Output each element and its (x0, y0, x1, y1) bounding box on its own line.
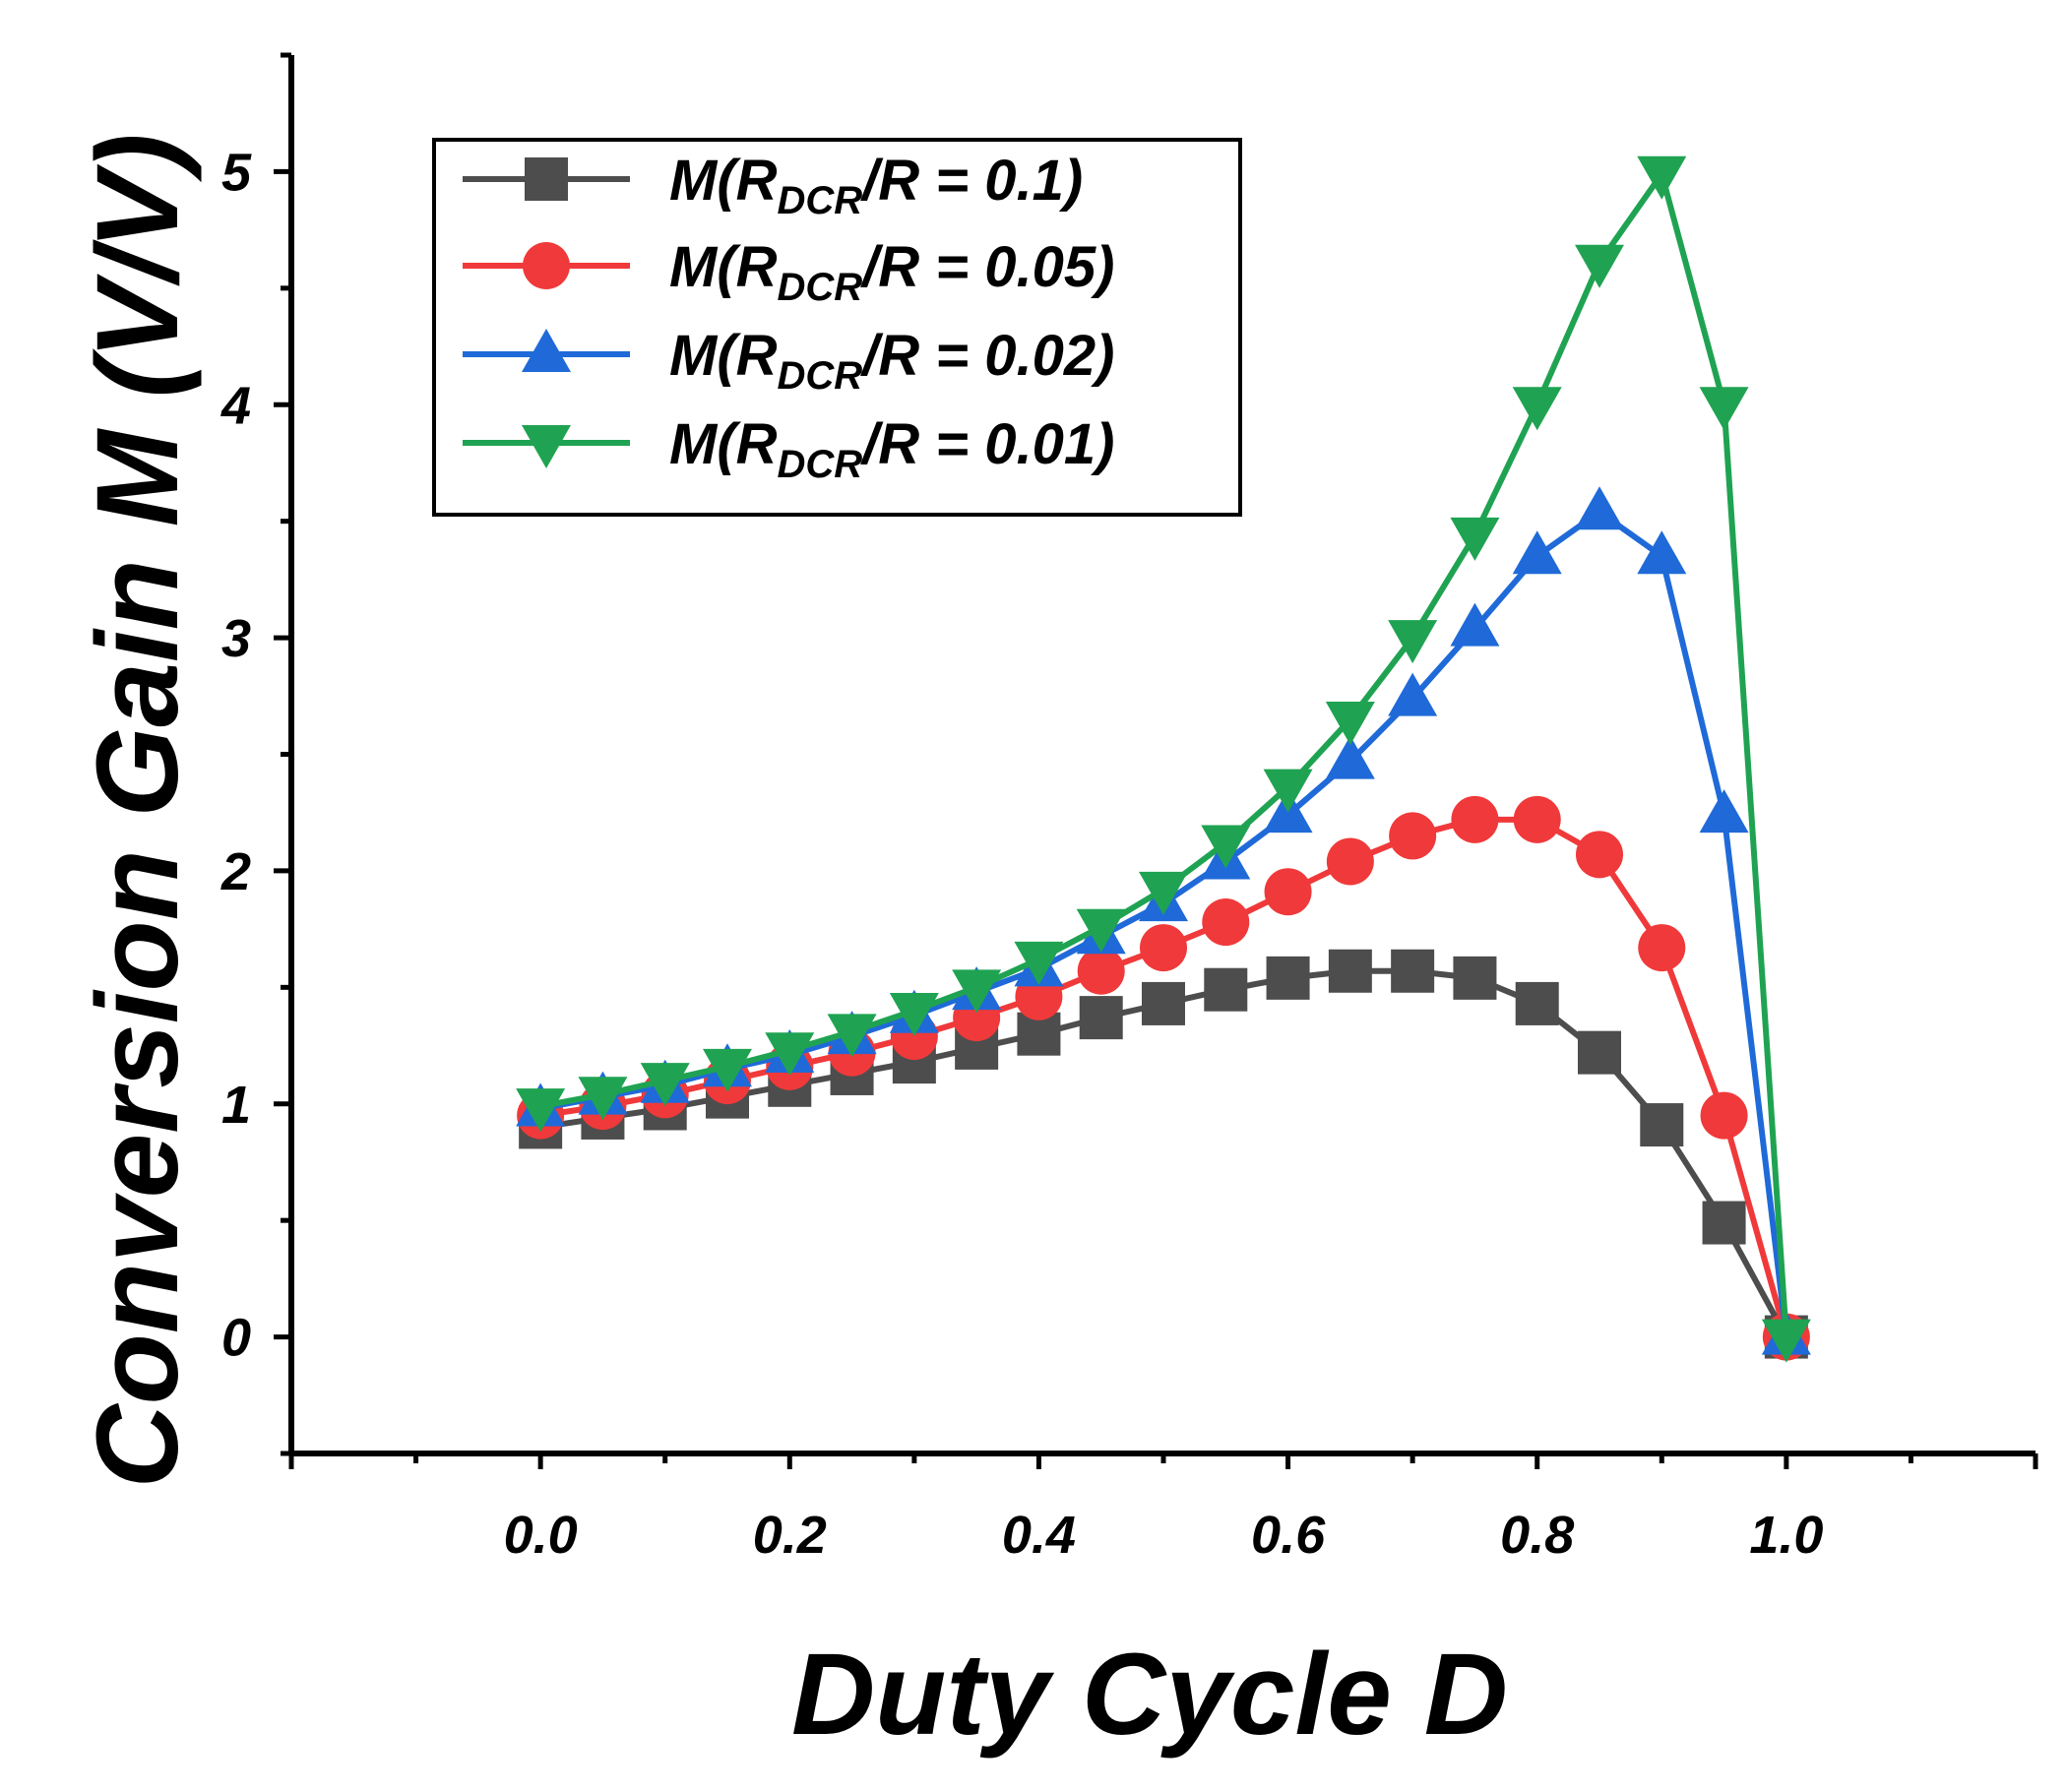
series-layer (516, 155, 1811, 1363)
series-4 (516, 155, 1811, 1363)
data-point (1515, 981, 1559, 1025)
y-tick-label: 3 (221, 609, 251, 668)
y-axis-title: Conversion Gain M (V/V) (73, 134, 203, 1489)
legend-marker (522, 329, 571, 372)
legend-label-suffix: /R = 0.02) (859, 324, 1114, 388)
data-point (1576, 831, 1623, 879)
legend-label-suffix: /R = 0.01) (859, 412, 1114, 476)
data-point (1140, 924, 1187, 972)
data-point (1076, 908, 1126, 953)
data-point (640, 1063, 690, 1107)
data-point (1389, 812, 1437, 860)
data-point (1761, 1319, 1811, 1363)
legend-box (432, 138, 1242, 517)
y-tick-label: 2 (220, 842, 251, 901)
legend-marker (523, 242, 570, 289)
axes: 0.0 0.2 0.4 0.6 0.8 1.0 0 1 2 3 4 5 (220, 52, 2038, 1565)
data-point (1266, 956, 1310, 1000)
data-point (1142, 981, 1185, 1025)
legend-label: M(RDCR/R = 0.1) (669, 149, 1083, 222)
data-point (1451, 795, 1499, 843)
data-point (1139, 871, 1188, 915)
y-tick-label: 0 (221, 1309, 251, 1368)
y-tick-label: 1 (221, 1076, 251, 1135)
data-point (1014, 941, 1064, 985)
legend-label-prefix: M(R (669, 235, 778, 299)
legend-label-subscript: DCR (778, 443, 863, 486)
x-axis-title: Duty Cycle D (791, 1630, 1508, 1760)
data-point (1326, 837, 1374, 886)
data-point (1699, 387, 1749, 431)
data-point (889, 993, 939, 1037)
data-point (1202, 898, 1250, 947)
data-point (1699, 789, 1749, 834)
data-point (1637, 530, 1687, 575)
series-3 (516, 486, 1811, 1355)
data-point (703, 1048, 752, 1092)
legend-item-2: M(RDCR/R = 0.05) (463, 235, 1115, 309)
data-point (516, 1088, 566, 1133)
series-1 (519, 949, 1808, 1359)
data-point (1079, 996, 1123, 1040)
data-point (578, 1077, 628, 1121)
legend-label-subscript: DCR (778, 354, 863, 398)
data-point (1388, 672, 1438, 716)
legend-item-4: M(RDCR/R = 0.01) (463, 412, 1115, 486)
legend-label-subscript: DCR (778, 179, 863, 222)
legend-marker (525, 157, 568, 201)
data-point (1450, 602, 1500, 647)
data-point (1513, 795, 1561, 843)
data-point (1077, 947, 1125, 995)
x-tick-label: 0.2 (753, 1506, 827, 1565)
legend-label-prefix: M(R (669, 149, 778, 213)
data-point (952, 969, 1002, 1014)
data-point (1325, 735, 1375, 779)
legend-label-prefix: M(R (669, 324, 778, 388)
legend-label-suffix: /R = 0.1) (859, 149, 1083, 213)
y-tick-label: 4 (220, 376, 251, 435)
data-point (1391, 949, 1435, 993)
data-point (1512, 530, 1562, 575)
data-point (1638, 924, 1686, 972)
data-point (765, 1032, 815, 1077)
data-point (1578, 1030, 1621, 1075)
data-point (1575, 486, 1624, 530)
legend-label-suffix: /R = 0.05) (859, 235, 1114, 299)
data-point (1204, 967, 1248, 1012)
legend-item-1: M(RDCR/R = 0.1) (463, 149, 1083, 222)
legend-label-subscript: DCR (778, 266, 863, 309)
legend: M(RDCR/R = 0.1)M(RDCR/R = 0.05)M(RDCR/R … (432, 138, 1242, 517)
legend-label-prefix: M(R (669, 412, 778, 476)
x-tick-label: 1.0 (1749, 1506, 1823, 1565)
data-point (1640, 1103, 1684, 1147)
data-point (1325, 701, 1375, 745)
data-point (1453, 956, 1497, 1000)
x-tick-label: 0.8 (1500, 1506, 1574, 1565)
x-tick-label: 0.6 (1251, 1506, 1326, 1565)
data-point (1328, 949, 1372, 993)
data-point (1575, 244, 1624, 288)
data-point (1263, 769, 1313, 813)
series-line (539, 967, 1789, 1339)
data-point (1700, 1091, 1748, 1140)
data-point (1201, 825, 1251, 869)
legend-label: M(RDCR/R = 0.01) (669, 412, 1115, 486)
x-tick-label: 0.0 (504, 1506, 578, 1565)
data-point (1512, 387, 1562, 431)
data-point (1637, 155, 1687, 200)
legend-items: M(RDCR/R = 0.1)M(RDCR/R = 0.05)M(RDCR/R … (463, 149, 1115, 486)
legend-label: M(RDCR/R = 0.05) (669, 235, 1115, 309)
data-point (827, 1014, 877, 1058)
y-tick-label: 5 (221, 143, 252, 202)
data-point (1388, 620, 1438, 664)
data-point (1264, 868, 1312, 916)
data-point (1450, 517, 1500, 561)
x-tick-label: 0.4 (1002, 1506, 1076, 1565)
legend-item-3: M(RDCR/R = 0.02) (463, 324, 1115, 398)
data-point (1702, 1201, 1746, 1245)
legend-label: M(RDCR/R = 0.02) (669, 324, 1115, 398)
legend-marker (522, 425, 571, 468)
